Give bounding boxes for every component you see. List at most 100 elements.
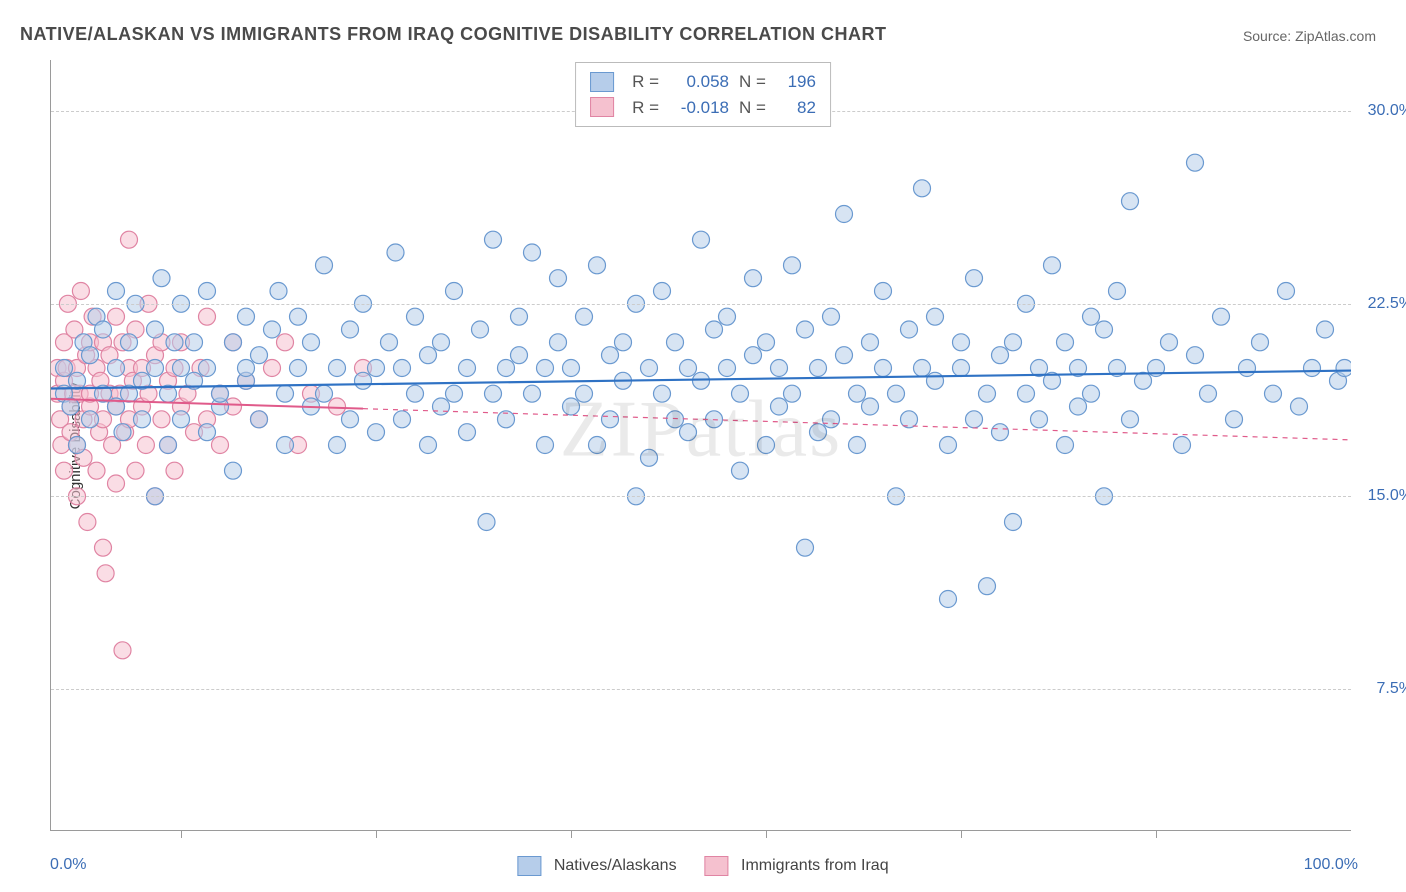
scatter-point [914,180,931,197]
scatter-point [225,334,242,351]
chart-svg [51,60,1351,830]
scatter-point [137,437,154,454]
scatter-point [108,360,125,377]
n-label: N = [739,95,766,121]
scatter-point [1044,257,1061,274]
scatter-point [1174,437,1191,454]
scatter-point [1161,334,1178,351]
y-tick-label: 22.5% [1368,295,1406,313]
scatter-point [927,308,944,325]
scatter-point [394,411,411,428]
scatter-point [316,257,333,274]
x-tick [376,830,377,838]
scatter-point [784,385,801,402]
scatter-point [95,321,112,338]
scatter-point [303,334,320,351]
scatter-point [420,347,437,364]
scatter-point [472,321,489,338]
scatter-point [745,270,762,287]
scatter-point [732,385,749,402]
scatter-point [589,437,606,454]
scatter-point [56,360,73,377]
scatter-point [745,347,762,364]
r-label: R = [632,69,659,95]
scatter-point [1265,385,1282,402]
scatter-point [719,360,736,377]
scatter-point [88,462,105,479]
scatter-point [641,360,658,377]
scatter-point [1291,398,1308,415]
scatter-point [147,360,164,377]
scatter-point [368,360,385,377]
scatter-point [1096,321,1113,338]
scatter-point [277,334,294,351]
scatter-point [277,437,294,454]
scatter-point [394,360,411,377]
scatter-point [1200,385,1217,402]
scatter-point [173,411,190,428]
scatter-point [212,437,229,454]
legend-item-1: Immigrants from Iraq [705,856,889,876]
legend-swatch-1 [590,97,614,117]
scatter-point [888,385,905,402]
correlation-legend: R = 0.058 N = 196 R = -0.018 N = 82 [575,62,831,127]
scatter-point [875,360,892,377]
scatter-point [836,206,853,223]
scatter-point [160,437,177,454]
scatter-point [199,283,216,300]
scatter-point [940,437,957,454]
scatter-point [537,360,554,377]
n-label: N = [739,69,766,95]
scatter-point [966,411,983,428]
plot-area: ZIPatlas 7.5%15.0%22.5%30.0% [50,60,1351,831]
scatter-point [511,308,528,325]
scatter-point [1317,321,1334,338]
scatter-point [862,398,879,415]
y-tick-label: 7.5% [1377,680,1406,698]
scatter-point [212,385,229,402]
scatter-point [1122,193,1139,210]
scatter-point [615,334,632,351]
scatter-point [329,398,346,415]
scatter-point [199,360,216,377]
legend-row-series-1: R = -0.018 N = 82 [590,95,816,121]
scatter-point [823,411,840,428]
x-tick [961,830,962,838]
scatter-point [127,462,144,479]
gridline [51,304,1351,305]
legend-label-1: Immigrants from Iraq [741,857,889,874]
scatter-point [498,360,515,377]
scatter-point [433,398,450,415]
scatter-point [1187,154,1204,171]
legend-swatch-0 [590,72,614,92]
scatter-point [1122,411,1139,428]
scatter-point [992,347,1009,364]
scatter-point [199,424,216,441]
x-max-label: 100.0% [1304,856,1358,874]
source-label: Source: ZipAtlas.com [1243,28,1376,44]
scatter-point [719,308,736,325]
n-value-0: 196 [776,69,816,95]
legend-item-0: Natives/Alaskans [517,856,676,876]
scatter-point [966,270,983,287]
scatter-point [1252,334,1269,351]
scatter-point [784,257,801,274]
scatter-point [706,321,723,338]
scatter-point [667,334,684,351]
scatter-point [680,360,697,377]
scatter-point [368,424,385,441]
scatter-point [97,565,114,582]
scatter-point [823,308,840,325]
n-value-1: 82 [776,95,816,121]
scatter-point [485,231,502,248]
scatter-point [1005,514,1022,531]
scatter-point [602,347,619,364]
scatter-point [576,308,593,325]
scatter-point [407,308,424,325]
scatter-point [563,360,580,377]
chart-title: NATIVE/ALASKAN VS IMMIGRANTS FROM IRAQ C… [20,24,887,45]
scatter-point [1070,398,1087,415]
scatter-point [940,591,957,608]
scatter-point [862,334,879,351]
y-tick-label: 15.0% [1368,487,1406,505]
